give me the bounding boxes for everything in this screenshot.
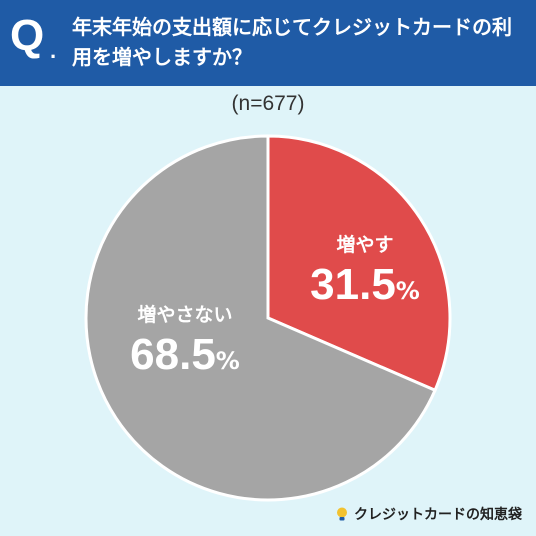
footer-logo-text: クレジットカードの知恵袋 bbox=[354, 507, 522, 523]
label-increase: 増やす 31.5% bbox=[300, 232, 430, 321]
question-header: Q . 年末年始の支出額に応じてクレジットカードの利用を増やしますか？ bbox=[0, 0, 536, 86]
label-increase-name: 増やす bbox=[336, 234, 394, 256]
q-badge: Q bbox=[10, 11, 45, 60]
q-dot: . bbox=[50, 38, 57, 63]
lightbulb-icon bbox=[337, 507, 347, 521]
label-increase-unit: % bbox=[395, 277, 420, 305]
question-text: 年末年始の支出額に応じてクレジットカードの利用を増やしますか？ bbox=[72, 15, 512, 69]
label-not-increase-value: 68.5 bbox=[130, 330, 216, 379]
pie-slice-increase bbox=[266, 134, 452, 393]
sample-size: (n=677) bbox=[231, 92, 305, 115]
label-not-increase: 増やさない 68.5% bbox=[110, 302, 260, 391]
label-increase-value: 31.5 bbox=[310, 260, 396, 309]
pie-slice-not-increase bbox=[84, 134, 438, 502]
label-not-increase-name: 増やさない bbox=[137, 304, 233, 326]
label-not-increase-unit: % bbox=[215, 347, 240, 375]
footer-logo: クレジットカードの知恵袋 bbox=[334, 504, 522, 524]
